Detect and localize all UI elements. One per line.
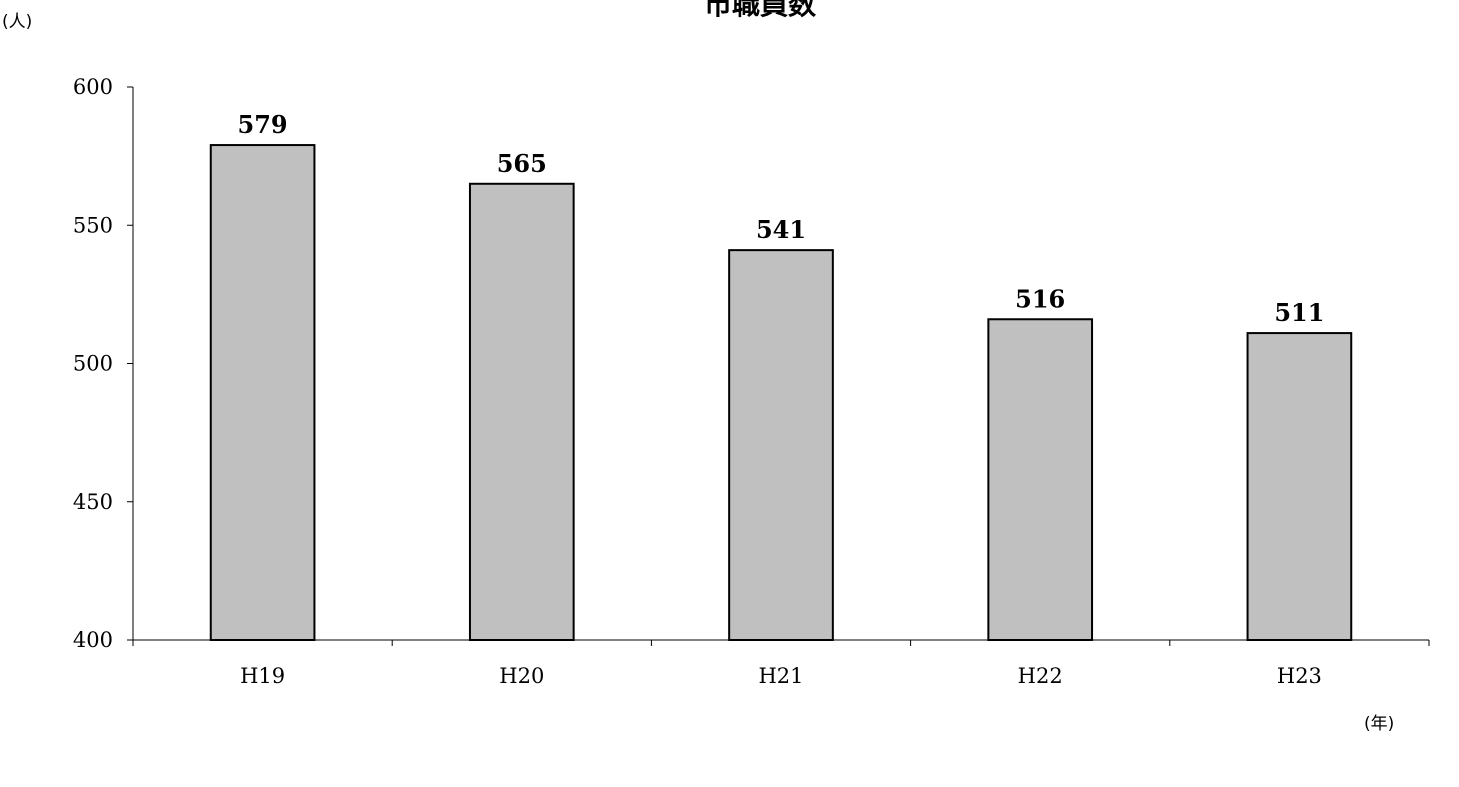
data-label: 565 — [497, 149, 547, 178]
category-label: H21 — [758, 664, 803, 688]
bar — [209, 144, 316, 641]
chart-title: 市職員数 — [704, 0, 817, 21]
category-label: H19 — [240, 664, 285, 688]
data-label: 541 — [756, 215, 806, 244]
category-label: H20 — [499, 664, 544, 688]
y-axis: 400 450 500 550 600 — [73, 75, 134, 652]
category-label: H22 — [1018, 664, 1063, 688]
bar — [1246, 332, 1353, 641]
category-labels: H19 H20 H21 H22 H23 — [240, 664, 1322, 688]
data-labels: 579 565 541 516 511 — [238, 110, 1325, 327]
x-axis-unit-label: (年) — [1364, 714, 1394, 734]
bar — [728, 249, 834, 641]
y-tick-label: 550 — [73, 213, 113, 237]
y-tick-label: 450 — [73, 490, 113, 514]
y-tick-label: 600 — [73, 75, 113, 99]
bar — [987, 318, 1094, 641]
y-tick-label: 500 — [73, 352, 113, 376]
bars — [209, 144, 1353, 641]
bar — [468, 182, 575, 641]
data-label: 511 — [1274, 298, 1324, 327]
data-label: 516 — [1015, 284, 1065, 313]
data-label: 579 — [238, 110, 288, 139]
y-axis-unit-label: (人) — [2, 12, 32, 32]
y-tick-label: 400 — [73, 628, 113, 652]
category-label: H23 — [1277, 664, 1322, 688]
